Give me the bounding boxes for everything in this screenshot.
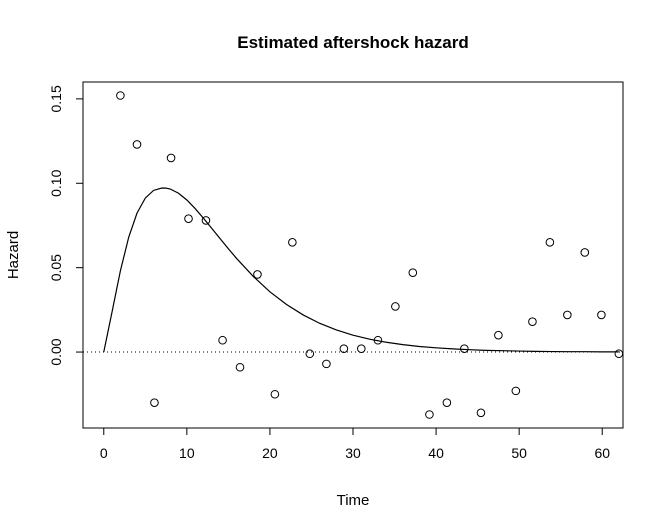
data-point (391, 302, 400, 311)
data-point (235, 362, 245, 372)
data-point (408, 268, 418, 278)
plot-frame (82, 81, 624, 429)
x-axis-label: Time (337, 492, 370, 509)
data-point (563, 310, 572, 320)
data-point (201, 216, 211, 225)
fitted-hazard-curve (103, 187, 619, 353)
y-tick-label: 0.10 (48, 169, 64, 196)
data-point (322, 359, 331, 369)
y-axis-label: Hazard (5, 231, 22, 279)
x-tick-label: 20 (262, 445, 278, 461)
x-tick-label: 60 (594, 445, 610, 461)
data-point (511, 386, 521, 396)
data-point (270, 389, 280, 399)
data-point (305, 349, 315, 359)
x-tick-label: 50 (511, 445, 527, 461)
data-point (528, 317, 537, 326)
data-point (166, 153, 176, 163)
x-tick-label: 0 (100, 445, 108, 461)
y-axis: 0.00 0.05 0.10 0.15 (48, 85, 84, 366)
x-tick-label: 30 (345, 445, 361, 461)
x-tick-label: 40 (428, 445, 444, 461)
data-point (614, 349, 624, 359)
data-point (357, 344, 366, 353)
data-point (545, 238, 555, 247)
y-tick-label: 0.05 (48, 254, 64, 281)
data-point (116, 91, 125, 100)
data-point (580, 248, 590, 257)
data-point (597, 310, 606, 320)
data-points (116, 91, 624, 419)
data-point (132, 140, 142, 149)
data-point (150, 398, 159, 407)
data-point (339, 344, 349, 353)
y-tick-label: 0.00 (48, 338, 64, 365)
data-point (184, 214, 193, 224)
data-point (442, 398, 452, 407)
data-point (494, 330, 503, 340)
data-point (218, 335, 227, 345)
data-point (253, 270, 262, 279)
data-point (476, 408, 486, 418)
data-point (288, 238, 297, 247)
y-tick-label: 0.15 (48, 85, 64, 112)
data-point (425, 410, 434, 419)
data-point (460, 344, 469, 353)
data-point (373, 335, 383, 345)
x-tick-label: 10 (179, 445, 195, 461)
chart-title: Estimated aftershock hazard (237, 33, 468, 52)
x-axis: 0 10 20 30 40 50 60 (100, 427, 610, 461)
